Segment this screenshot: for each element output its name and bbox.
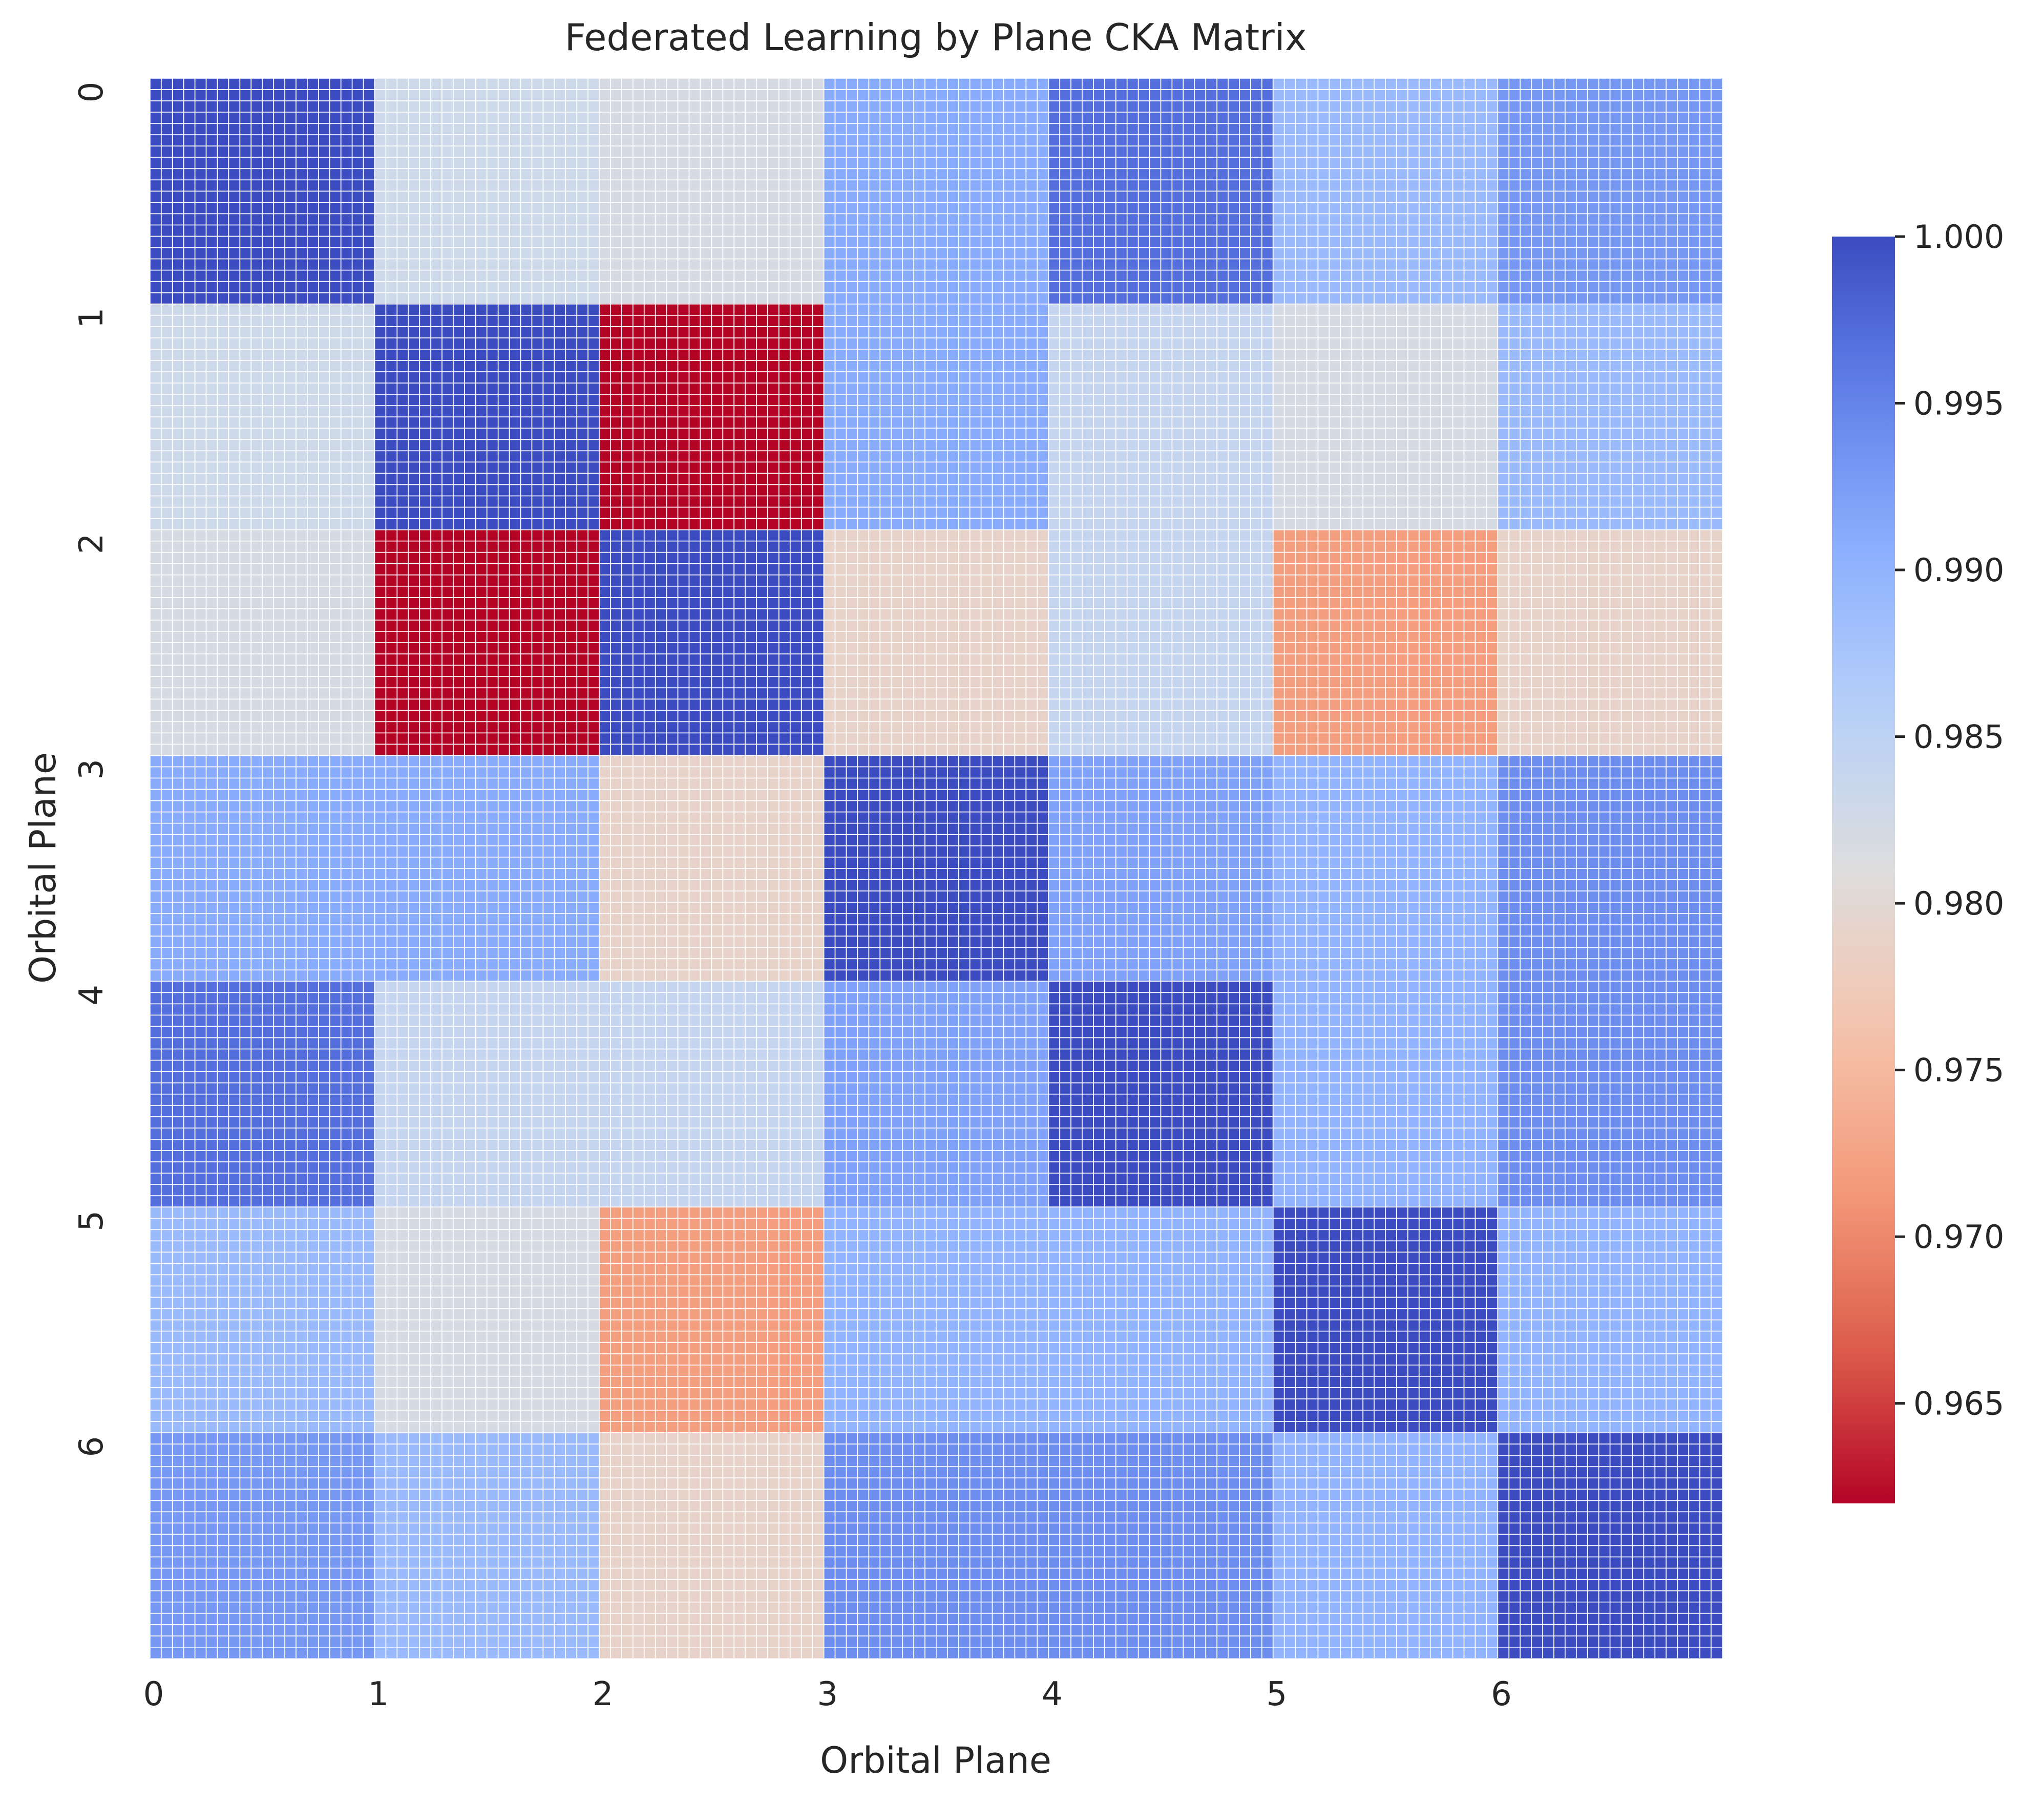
colorbar-tick-label: 1.000: [1913, 218, 2005, 256]
x-tick-label: 5: [1266, 1675, 1287, 1713]
x-tick-label: 0: [143, 1675, 164, 1713]
colorbar-tick-label: 0.995: [1913, 385, 2005, 422]
x-tick-label: 4: [1042, 1675, 1063, 1713]
colorbar-tick-label: 0.965: [1913, 1385, 2005, 1422]
x-tick-label: 1: [368, 1675, 389, 1713]
x-axis-ticks: 0 1 2 3 4 5 6: [143, 1675, 1512, 1713]
chart-title: Federated Learning by Plane CKA Matrix: [565, 16, 1307, 59]
y-tick-label: 5: [73, 1211, 111, 1231]
x-tick-label: 3: [817, 1675, 838, 1713]
colorbar-gradient: [1832, 237, 1895, 1503]
y-tick-label: 2: [73, 533, 111, 554]
heatmap-subgrid: [150, 78, 1722, 1658]
colorbar: 1.000 0.995 0.990 0.985 0.980 0.975 0.970 0.965: [1832, 218, 2005, 1503]
y-tick-label: 3: [73, 759, 111, 780]
y-tick-label: 6: [73, 1436, 111, 1457]
colorbar-tick-label: 0.985: [1913, 718, 2005, 756]
y-tick-label: 1: [73, 307, 111, 328]
y-tick-label: 0: [73, 82, 111, 103]
colorbar-tick-label: 0.970: [1913, 1218, 2005, 1256]
colorbar-tick-label: 0.975: [1913, 1052, 2005, 1089]
colorbar-tick-label: 0.990: [1913, 551, 2005, 589]
x-tick-label: 6: [1491, 1675, 1512, 1713]
x-tick-label: 2: [593, 1675, 614, 1713]
colorbar-tick-label: 0.980: [1913, 885, 2005, 922]
y-axis-label: Orbital Plane: [22, 752, 64, 984]
x-axis-label: Orbital Plane: [820, 1739, 1051, 1781]
y-tick-label: 4: [73, 985, 111, 1006]
y-axis-ticks: 0 1 2 3 4 5 6: [73, 82, 111, 1457]
